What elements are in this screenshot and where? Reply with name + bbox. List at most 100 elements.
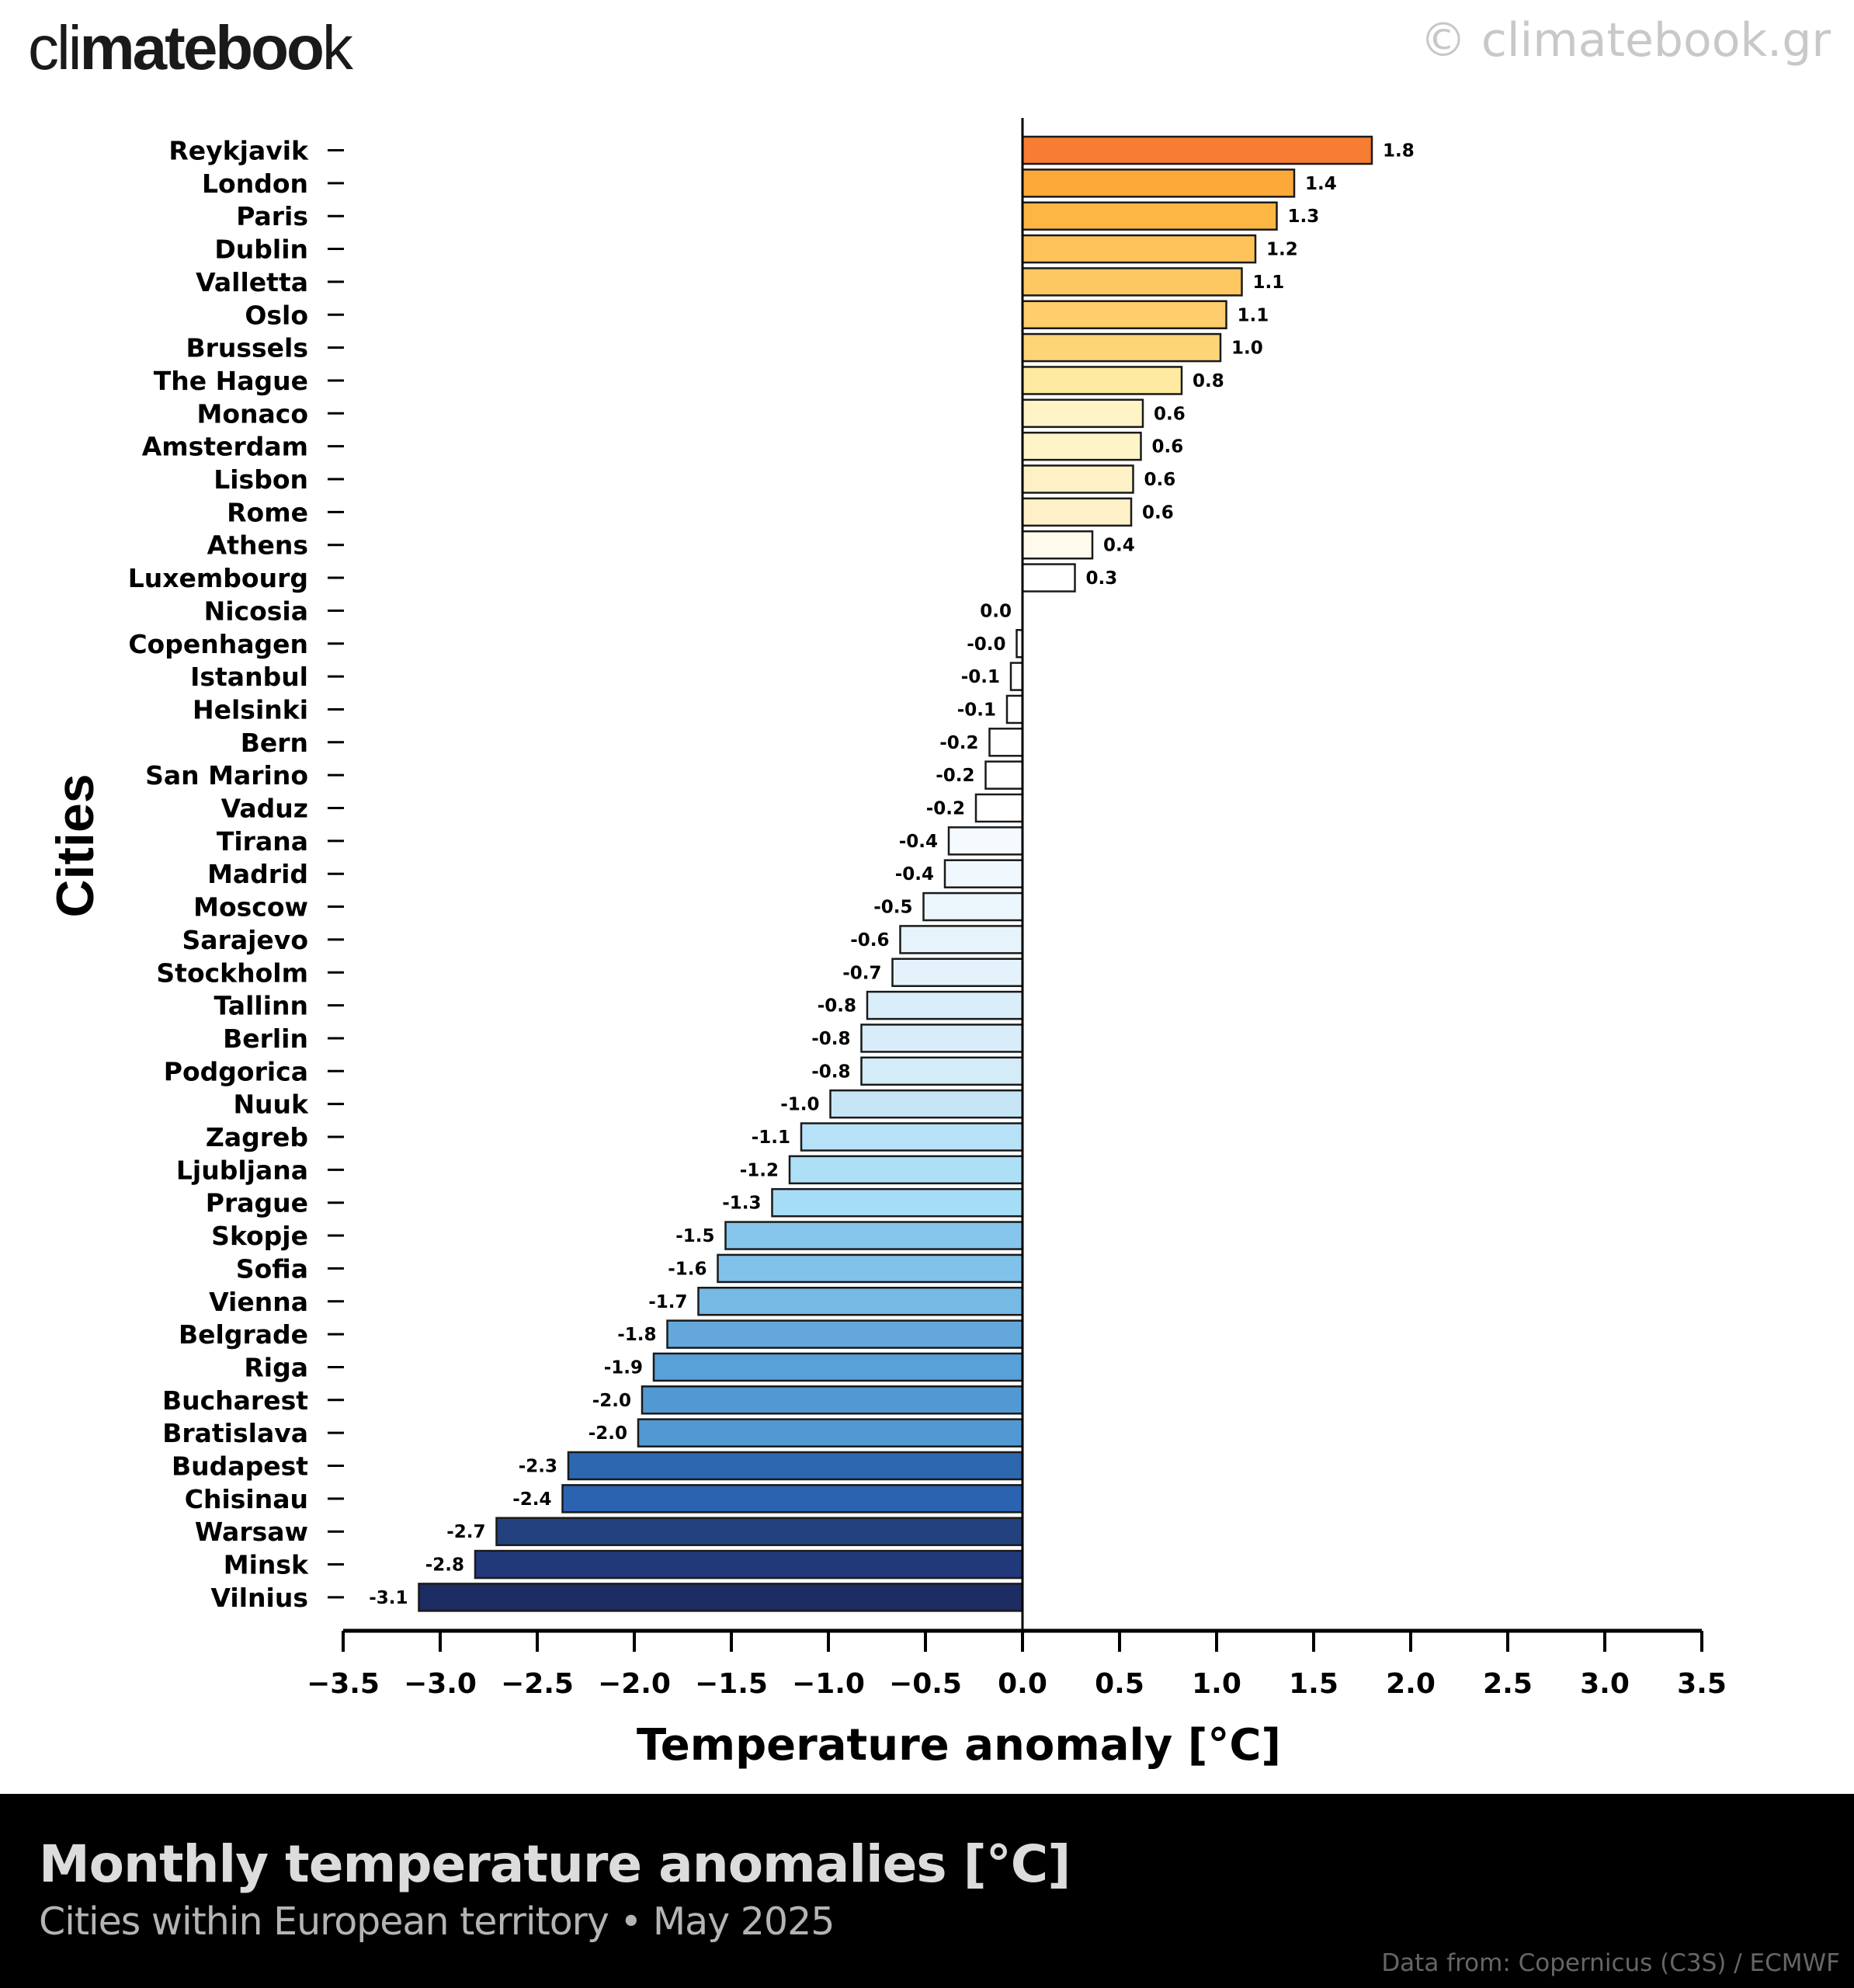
footer-title: Monthly temperature anomalies [°C] xyxy=(39,1834,1071,1894)
bar xyxy=(1021,267,1243,297)
data-label: 0.4 xyxy=(1103,536,1135,556)
y-tick-label: Berlin xyxy=(223,1024,308,1054)
bar xyxy=(418,1583,1024,1612)
y-tick-label: Luxembourg xyxy=(128,563,308,593)
data-label: 0.0 xyxy=(980,601,1012,621)
bar xyxy=(922,891,1024,922)
bar xyxy=(697,1287,1024,1316)
data-label: -2.8 xyxy=(425,1555,464,1576)
data-label: -0.2 xyxy=(926,799,965,819)
climatebook-logo: climatebook xyxy=(28,17,353,79)
bar xyxy=(1021,563,1076,593)
data-label: 1.1 xyxy=(1253,273,1285,293)
data-label: -0.1 xyxy=(961,667,1000,687)
bar-chart: ReykjavikLondonParisDublinVallettaOsloBr… xyxy=(46,118,1727,1771)
x-tick-label: −2.5 xyxy=(501,1668,574,1700)
data-label: -1.0 xyxy=(780,1095,819,1115)
bar xyxy=(717,1253,1024,1284)
footer-subtitle: Cities within European territory • May 2… xyxy=(39,1899,835,1944)
y-tick-label: Budapest xyxy=(172,1451,308,1482)
x-tick-label: 1.5 xyxy=(1289,1668,1338,1700)
bar xyxy=(1021,169,1296,198)
y-tick-label: Copenhagen xyxy=(128,629,308,659)
data-source-credit: Data from: Copernicus (C3S) / ECMWF xyxy=(1381,1949,1840,1977)
x-tick-label: −1.5 xyxy=(695,1668,768,1700)
bar xyxy=(1009,662,1024,691)
bar xyxy=(474,1549,1024,1580)
y-tick-label: Stockholm xyxy=(156,958,308,988)
data-label: -0.6 xyxy=(850,930,889,951)
y-tick-label: Monaco xyxy=(196,398,308,429)
data-label: 1.4 xyxy=(1305,174,1337,194)
y-tick-label: Nuuk xyxy=(233,1090,309,1120)
copyright-watermark: © climatebook.gr xyxy=(1419,13,1831,68)
y-tick-label: Bern xyxy=(241,728,308,758)
bar xyxy=(1021,530,1094,560)
data-label: -0.2 xyxy=(939,733,978,753)
data-label: 1.0 xyxy=(1231,339,1263,359)
data-label: -0.5 xyxy=(873,898,912,918)
data-label: -1.7 xyxy=(648,1292,687,1312)
x-tick-label: −1.0 xyxy=(792,1668,865,1700)
x-tick-label: 1.0 xyxy=(1192,1668,1241,1700)
bar xyxy=(899,925,1024,954)
y-tick-label: Podgorica xyxy=(164,1056,308,1086)
data-label: -2.4 xyxy=(512,1489,551,1510)
data-label: -2.0 xyxy=(592,1391,631,1411)
bar xyxy=(1021,366,1183,395)
x-tick-label: −3.0 xyxy=(404,1668,477,1700)
x-tick-label: 3.0 xyxy=(1580,1668,1630,1700)
y-tick-label: San Marino xyxy=(145,760,308,791)
y-tick-label: Warsaw xyxy=(195,1517,308,1547)
y-tick-label: London xyxy=(202,169,308,199)
bar xyxy=(800,1122,1024,1152)
y-tick-label: Riga xyxy=(244,1352,308,1382)
y-tick-label: Oslo xyxy=(245,300,308,330)
bar xyxy=(1021,201,1278,231)
y-tick-label: Valletta xyxy=(196,267,308,297)
y-tick-label: Bratislava xyxy=(162,1418,308,1448)
data-label: 1.8 xyxy=(1383,141,1415,162)
data-label: -3.1 xyxy=(369,1588,408,1608)
x-tick-label: −2.0 xyxy=(598,1668,671,1700)
bar xyxy=(988,728,1024,757)
bar xyxy=(788,1155,1024,1185)
bar xyxy=(637,1418,1024,1448)
y-tick-label: Sarajevo xyxy=(182,925,308,955)
bar xyxy=(641,1385,1024,1415)
y-tick-label: Reykjavik xyxy=(168,136,309,166)
y-tick-label: Brussels xyxy=(186,333,308,363)
bar xyxy=(666,1319,1024,1349)
bar xyxy=(891,958,1024,987)
logo-part-light-2: k xyxy=(321,13,353,82)
bar xyxy=(1021,300,1227,329)
data-label: -2.3 xyxy=(519,1457,557,1477)
y-tick-label: Zagreb xyxy=(206,1122,308,1152)
y-axis-title: Cities xyxy=(46,773,105,917)
x-axis-title: Temperature anomaly [°C] xyxy=(637,1720,1281,1771)
data-label: 1.2 xyxy=(1266,240,1298,260)
data-label: 0.8 xyxy=(1193,371,1224,391)
data-label: 0.6 xyxy=(1152,437,1184,457)
bar xyxy=(1021,332,1222,363)
bar xyxy=(947,826,1024,856)
y-tick-label: Amsterdam xyxy=(142,432,308,462)
y-tick-label: Bucharest xyxy=(162,1385,308,1416)
y-tick-label: Moscow xyxy=(193,892,308,923)
data-label: -0.2 xyxy=(936,766,974,786)
data-label: -2.7 xyxy=(446,1522,485,1542)
logo-part-bold: mateb xyxy=(79,13,254,82)
data-label: 0.3 xyxy=(1086,568,1118,589)
bar xyxy=(1021,497,1133,527)
bar xyxy=(567,1451,1024,1481)
bar xyxy=(1021,234,1257,264)
bar xyxy=(943,859,1024,888)
y-tick-label: Skopje xyxy=(211,1221,308,1251)
logo-part-light: cli xyxy=(28,13,82,82)
data-label: 0.6 xyxy=(1144,470,1176,490)
data-label: -1.5 xyxy=(675,1226,714,1246)
footer-banner: Monthly temperature anomalies [°C] Citie… xyxy=(0,1794,1854,1988)
y-tick-label: Sofia xyxy=(236,1253,308,1284)
data-label: -1.2 xyxy=(740,1160,779,1180)
x-tick-label: 2.0 xyxy=(1386,1668,1436,1700)
